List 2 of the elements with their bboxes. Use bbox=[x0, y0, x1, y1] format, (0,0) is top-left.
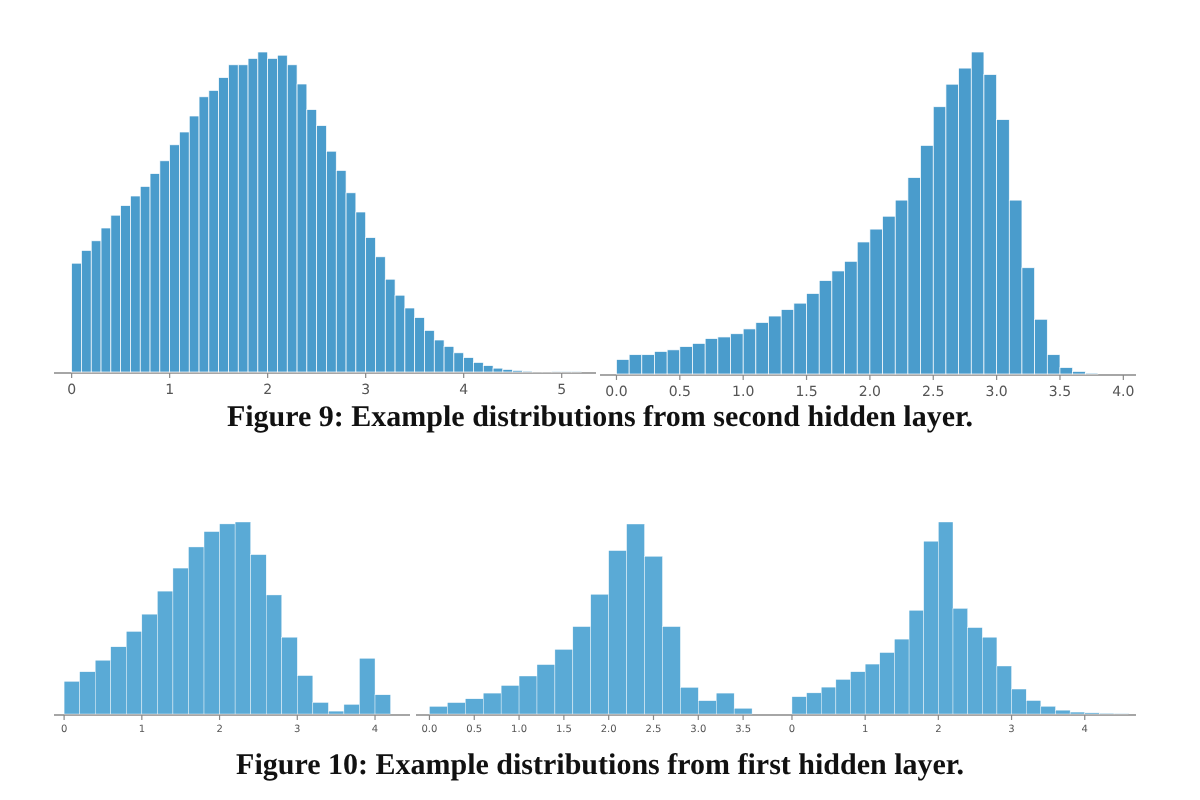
caption: Figure 10: Example distributions from first hidden layer. bbox=[236, 750, 965, 782]
caption: Figure 9: Example distributions from second hidden layer. bbox=[226, 402, 974, 434]
